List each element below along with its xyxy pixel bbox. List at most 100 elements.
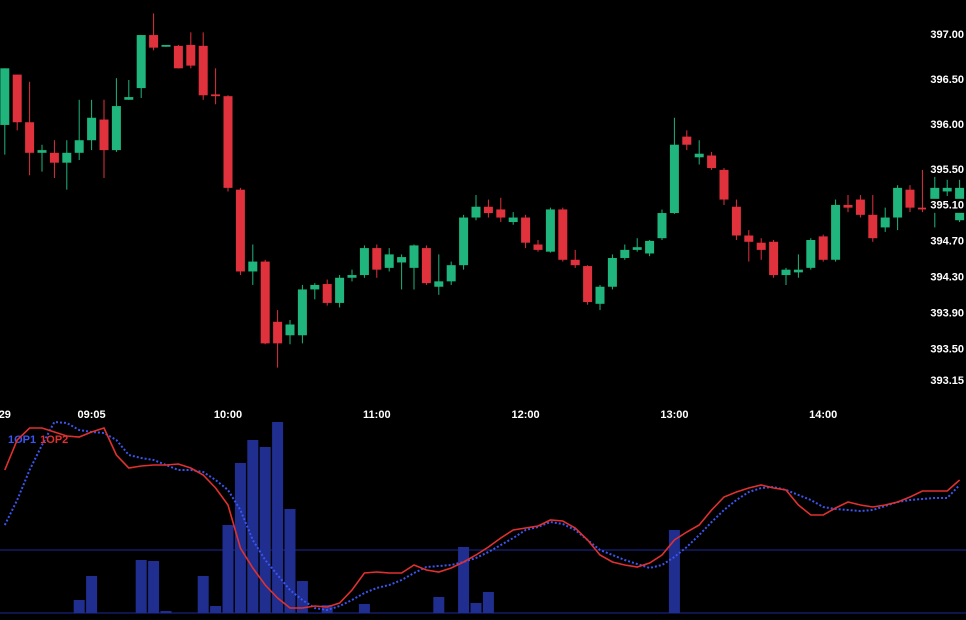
candle-body [111, 106, 121, 151]
candle-body [87, 117, 97, 141]
indicator-bar [73, 600, 85, 613]
indicator-bar [272, 422, 284, 613]
y-tick-bg [926, 28, 966, 43]
candle-body [905, 189, 915, 208]
candle-body [49, 152, 59, 163]
candle-body [855, 199, 865, 215]
candle-body [248, 261, 258, 272]
y-tick-label: 395.10 [930, 200, 964, 212]
candle-body [359, 248, 369, 276]
candle-body [124, 97, 134, 100]
candle-body [595, 286, 605, 304]
indicator-bar [668, 530, 680, 613]
candle-body [285, 324, 295, 336]
candle-body [868, 214, 878, 239]
candle-body [831, 204, 841, 260]
candle-body [136, 35, 146, 89]
candle-body [12, 74, 22, 123]
candle-body [297, 289, 307, 336]
candle-body [806, 240, 816, 268]
candle-body [25, 122, 35, 153]
candle-body [607, 257, 617, 287]
candle-body [421, 248, 431, 284]
candle-body [731, 206, 741, 236]
legend-label: 1OP1 [8, 434, 36, 446]
candle-body [335, 277, 345, 303]
indicator-bar [247, 440, 259, 613]
indicator-bar [482, 592, 494, 613]
candle-body [558, 209, 568, 260]
candle-body [223, 96, 233, 188]
indicator-bar [284, 509, 296, 613]
indicator-bar [197, 576, 209, 613]
candle-body [260, 261, 270, 344]
candle-body [496, 209, 506, 218]
candle-body [446, 265, 456, 282]
x-tick-label: 12:00 [512, 409, 540, 421]
y-tick-label: 396.00 [930, 119, 964, 131]
indicator-line [3, 420, 961, 612]
y-tick-label: 397.00 [930, 29, 964, 41]
indicator-bar [296, 581, 308, 613]
candle-body [0, 68, 10, 125]
y-tick-bg [926, 73, 966, 87]
indicator-bar [148, 561, 160, 613]
candle-body [707, 155, 717, 169]
x-tick-label: 09:05 [78, 409, 106, 421]
y-tick-label: 393.50 [930, 344, 964, 356]
candle-body [694, 153, 704, 158]
y-tick-label: 394.70 [930, 236, 964, 248]
candle-body [793, 269, 803, 273]
candle-body [942, 187, 952, 192]
candle-body [409, 245, 419, 268]
y-tick-label: 393.15 [930, 375, 964, 387]
candle-body [310, 284, 320, 290]
legend-label: 1OP2 [40, 434, 68, 446]
candle-body [322, 284, 332, 303]
candle-body [173, 45, 183, 69]
candle-body [74, 140, 84, 153]
candle-body [533, 244, 543, 250]
y-tick-bg [926, 117, 966, 132]
candle-body [459, 217, 469, 266]
candle-body [818, 236, 828, 260]
candle-body [483, 206, 493, 214]
candle-body [917, 207, 927, 210]
indicator-bar [210, 606, 222, 613]
candle-body [645, 240, 655, 254]
candle-body [570, 259, 580, 266]
candle-body [37, 150, 47, 153]
y-tick-bg [926, 306, 966, 321]
candle-body [781, 269, 791, 276]
y-tick-label: 393.90 [930, 308, 964, 320]
candle-body [211, 94, 221, 97]
candle-body [893, 187, 903, 218]
y-tick-bg [926, 234, 966, 249]
indicator-bar [86, 576, 98, 613]
candle-body [769, 241, 779, 276]
indicator-bar [259, 447, 271, 613]
y-tick-bg [926, 198, 966, 213]
candle-body [161, 44, 171, 47]
candle-body [880, 217, 890, 228]
candle-body [632, 247, 642, 250]
indicator-bar [135, 560, 147, 613]
candle-body [756, 242, 766, 250]
candle-body [508, 217, 518, 223]
y-tick-bg [926, 342, 966, 357]
candle-body [669, 144, 679, 214]
candle-body [149, 35, 159, 48]
candle-body [198, 45, 208, 96]
indicator-line [4, 427, 961, 609]
candle-body [620, 249, 630, 258]
y-tick-label: 395.50 [930, 164, 964, 176]
candle-body [62, 152, 72, 163]
candle-body [657, 213, 667, 239]
x-tick-label: 10:00 [214, 409, 242, 421]
candle-body [99, 119, 109, 151]
candle-body [397, 257, 407, 263]
indicator-bar [458, 547, 470, 613]
x-tick-label: 13:00 [660, 409, 688, 421]
candle-body [545, 209, 555, 252]
